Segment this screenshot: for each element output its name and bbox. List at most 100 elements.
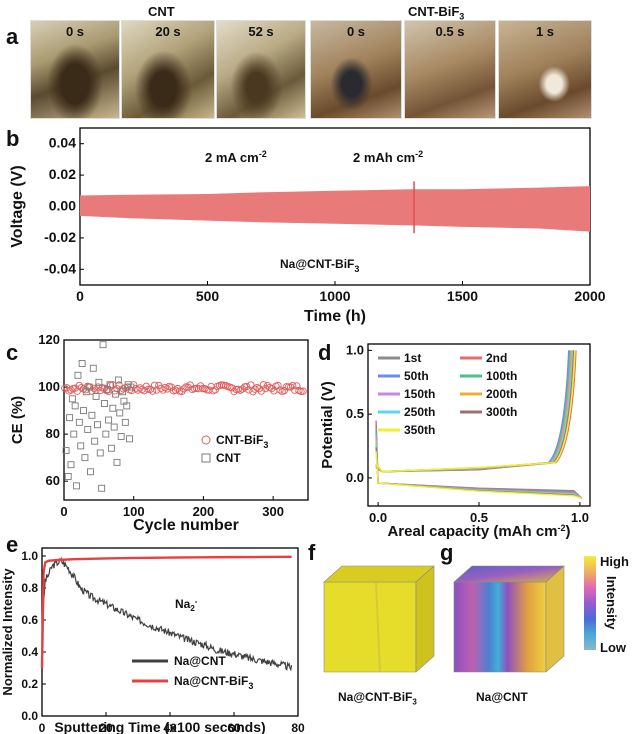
y-tick-label: 0.04: [49, 135, 76, 151]
legend-label-250th: 250th: [404, 405, 435, 419]
ce-point-cnt: [105, 416, 113, 424]
x-tick-label: 0: [60, 504, 67, 519]
x-tick-label: 1.0: [571, 510, 589, 525]
ce-point-cnt: [99, 341, 107, 349]
photo-cnt-20s: 20 s: [121, 20, 215, 119]
ce-point-cnt-bif3: [289, 381, 297, 390]
x-tick-label: 0: [76, 288, 84, 304]
ce-point-cnt-bif3: [280, 387, 288, 395]
ce-point-cnt-bif3: [276, 386, 284, 394]
panel-label-g: g: [440, 540, 454, 565]
x-axis-title-b: Time (h): [304, 308, 366, 325]
ce-point-cnt: [107, 444, 115, 452]
ce-point-cnt: [88, 411, 96, 419]
ce-point-cnt: [92, 393, 100, 400]
photo-time-label: 0 s: [346, 24, 366, 39]
ce-point-cnt-bif3: [150, 381, 159, 389]
photo-cnt-bif3-0.5s: 0.5 s: [404, 20, 496, 119]
ce-point-cnt: [67, 461, 75, 469]
ce-point-cnt: [117, 433, 125, 440]
y-tick-label: 80: [46, 426, 60, 441]
ce-point-cnt-bif3: [211, 386, 219, 394]
legend-label-100th: 100th: [486, 369, 517, 383]
legend-marker-cnt: [201, 453, 211, 463]
y-tick-label: 100: [38, 379, 60, 394]
y-tick-label: 0.4: [21, 645, 38, 659]
y-tick-label: 1.0: [346, 342, 364, 357]
ce-point-cnt: [109, 404, 117, 412]
photo-time-label: 0.5 s: [435, 24, 465, 39]
y-tick-label: 60: [46, 473, 60, 488]
photo-cnt-52s: 52 s: [216, 20, 306, 119]
group-title-cnt-bif3: CNT-BiF3: [408, 4, 465, 22]
intensity-curve-na-cnt-bif3: [40, 555, 292, 669]
annotation-current: 2 mA cm-2: [205, 149, 267, 165]
ce-point-cnt-bif3: [180, 385, 188, 393]
ce-point-cnt-bif3: [117, 386, 125, 395]
legend-label-50th: 50th: [404, 369, 429, 383]
ce-point-cnt: [80, 407, 87, 415]
ce-point-cnt-bif3: [274, 381, 282, 390]
y-axis-title-d: Potential (V): [319, 381, 336, 469]
photo-cnt-0s: 0 s: [30, 20, 120, 119]
ce-point-cnt-bif3: [159, 386, 167, 394]
y-tick-label: 0.2: [21, 677, 38, 691]
ce-point-cnt-bif3: [293, 382, 301, 390]
panel-label-a: a: [6, 24, 19, 49]
annotation-sample: Na@CNT-BiF3: [280, 257, 359, 274]
ce-point-cnt: [62, 447, 70, 455]
x-axis-title-e: Sputtering Time (x100 seconds): [54, 719, 265, 734]
y-tick-label: -0.02: [44, 229, 76, 245]
ce-point-cnt: [74, 371, 82, 379]
ce-point-cnt: [77, 442, 85, 450]
ce-point-cnt: [100, 400, 108, 407]
ce-point-cnt-bif3: [247, 381, 255, 389]
photo-time-label: 1 s: [535, 24, 555, 39]
x-tick-label: 60: [227, 721, 241, 734]
ce-point-cnt: [64, 473, 72, 480]
y-tick-label: 0.0: [21, 709, 38, 723]
panel-label-d: d: [318, 340, 332, 365]
ce-point-cnt: [121, 418, 129, 426]
y-axis-title-e: Normalized Intensity: [0, 568, 15, 696]
voltage-band: [80, 186, 590, 232]
cube-f-caption: Na@CNT-BiF3: [338, 690, 417, 707]
x-tick-label: 100: [123, 504, 145, 519]
legend-label-1st: 1st: [404, 351, 421, 365]
ce-point-cnt-bif3: [144, 385, 153, 393]
ce-point-cnt: [95, 378, 103, 386]
ce-point-cnt-bif3: [299, 387, 307, 395]
y-tick-label: 0.8: [21, 581, 38, 595]
ce-point-cnt: [126, 435, 133, 443]
ce-point-cnt: [96, 449, 104, 457]
ce-point-cnt: [123, 402, 131, 410]
ce-point-cnt: [94, 421, 101, 429]
x-tick-label: 20: [99, 721, 113, 734]
x-tick-label: 200: [193, 504, 215, 519]
x-tick-label: 1500: [447, 288, 478, 304]
y-axis-title-b: Voltage (V): [9, 165, 26, 247]
colorbar-high-label: High: [600, 554, 629, 569]
ce-point-cnt: [98, 484, 106, 492]
ce-point-cnt-bif3: [201, 385, 209, 393]
ce-point-cnt: [81, 454, 89, 462]
ce-point-cnt: [102, 430, 110, 438]
ce-point-cnt: [89, 364, 97, 372]
legend-marker-cnt-bif3: [201, 435, 211, 445]
legend-label-2nd: 2nd: [486, 351, 507, 365]
ce-point-cnt-bif3: [249, 388, 257, 396]
x-tick-label: 40: [163, 721, 177, 734]
panel-label-b: b: [6, 126, 20, 151]
y-tick-label: 0.00: [49, 198, 76, 214]
ce-point-cnt: [110, 423, 118, 431]
legend-label-150th: 150th: [404, 387, 435, 401]
y-tick-label: 0.0: [346, 470, 364, 485]
legend-label-300th: 300th: [486, 405, 517, 419]
y-tick-label: 0.5: [346, 406, 364, 421]
ce-point-cnt: [116, 409, 124, 417]
ce-point-cnt-bif3: [257, 387, 265, 395]
y-axis-title-c: CE (%): [9, 396, 26, 444]
legend-label-cnt-bif3: CNT-BiF3: [216, 433, 268, 450]
intensity-curve-na-cnt: [41, 556, 293, 672]
legend-label-na-cnt-bif3: Na@CNT-BiF3: [174, 674, 253, 691]
